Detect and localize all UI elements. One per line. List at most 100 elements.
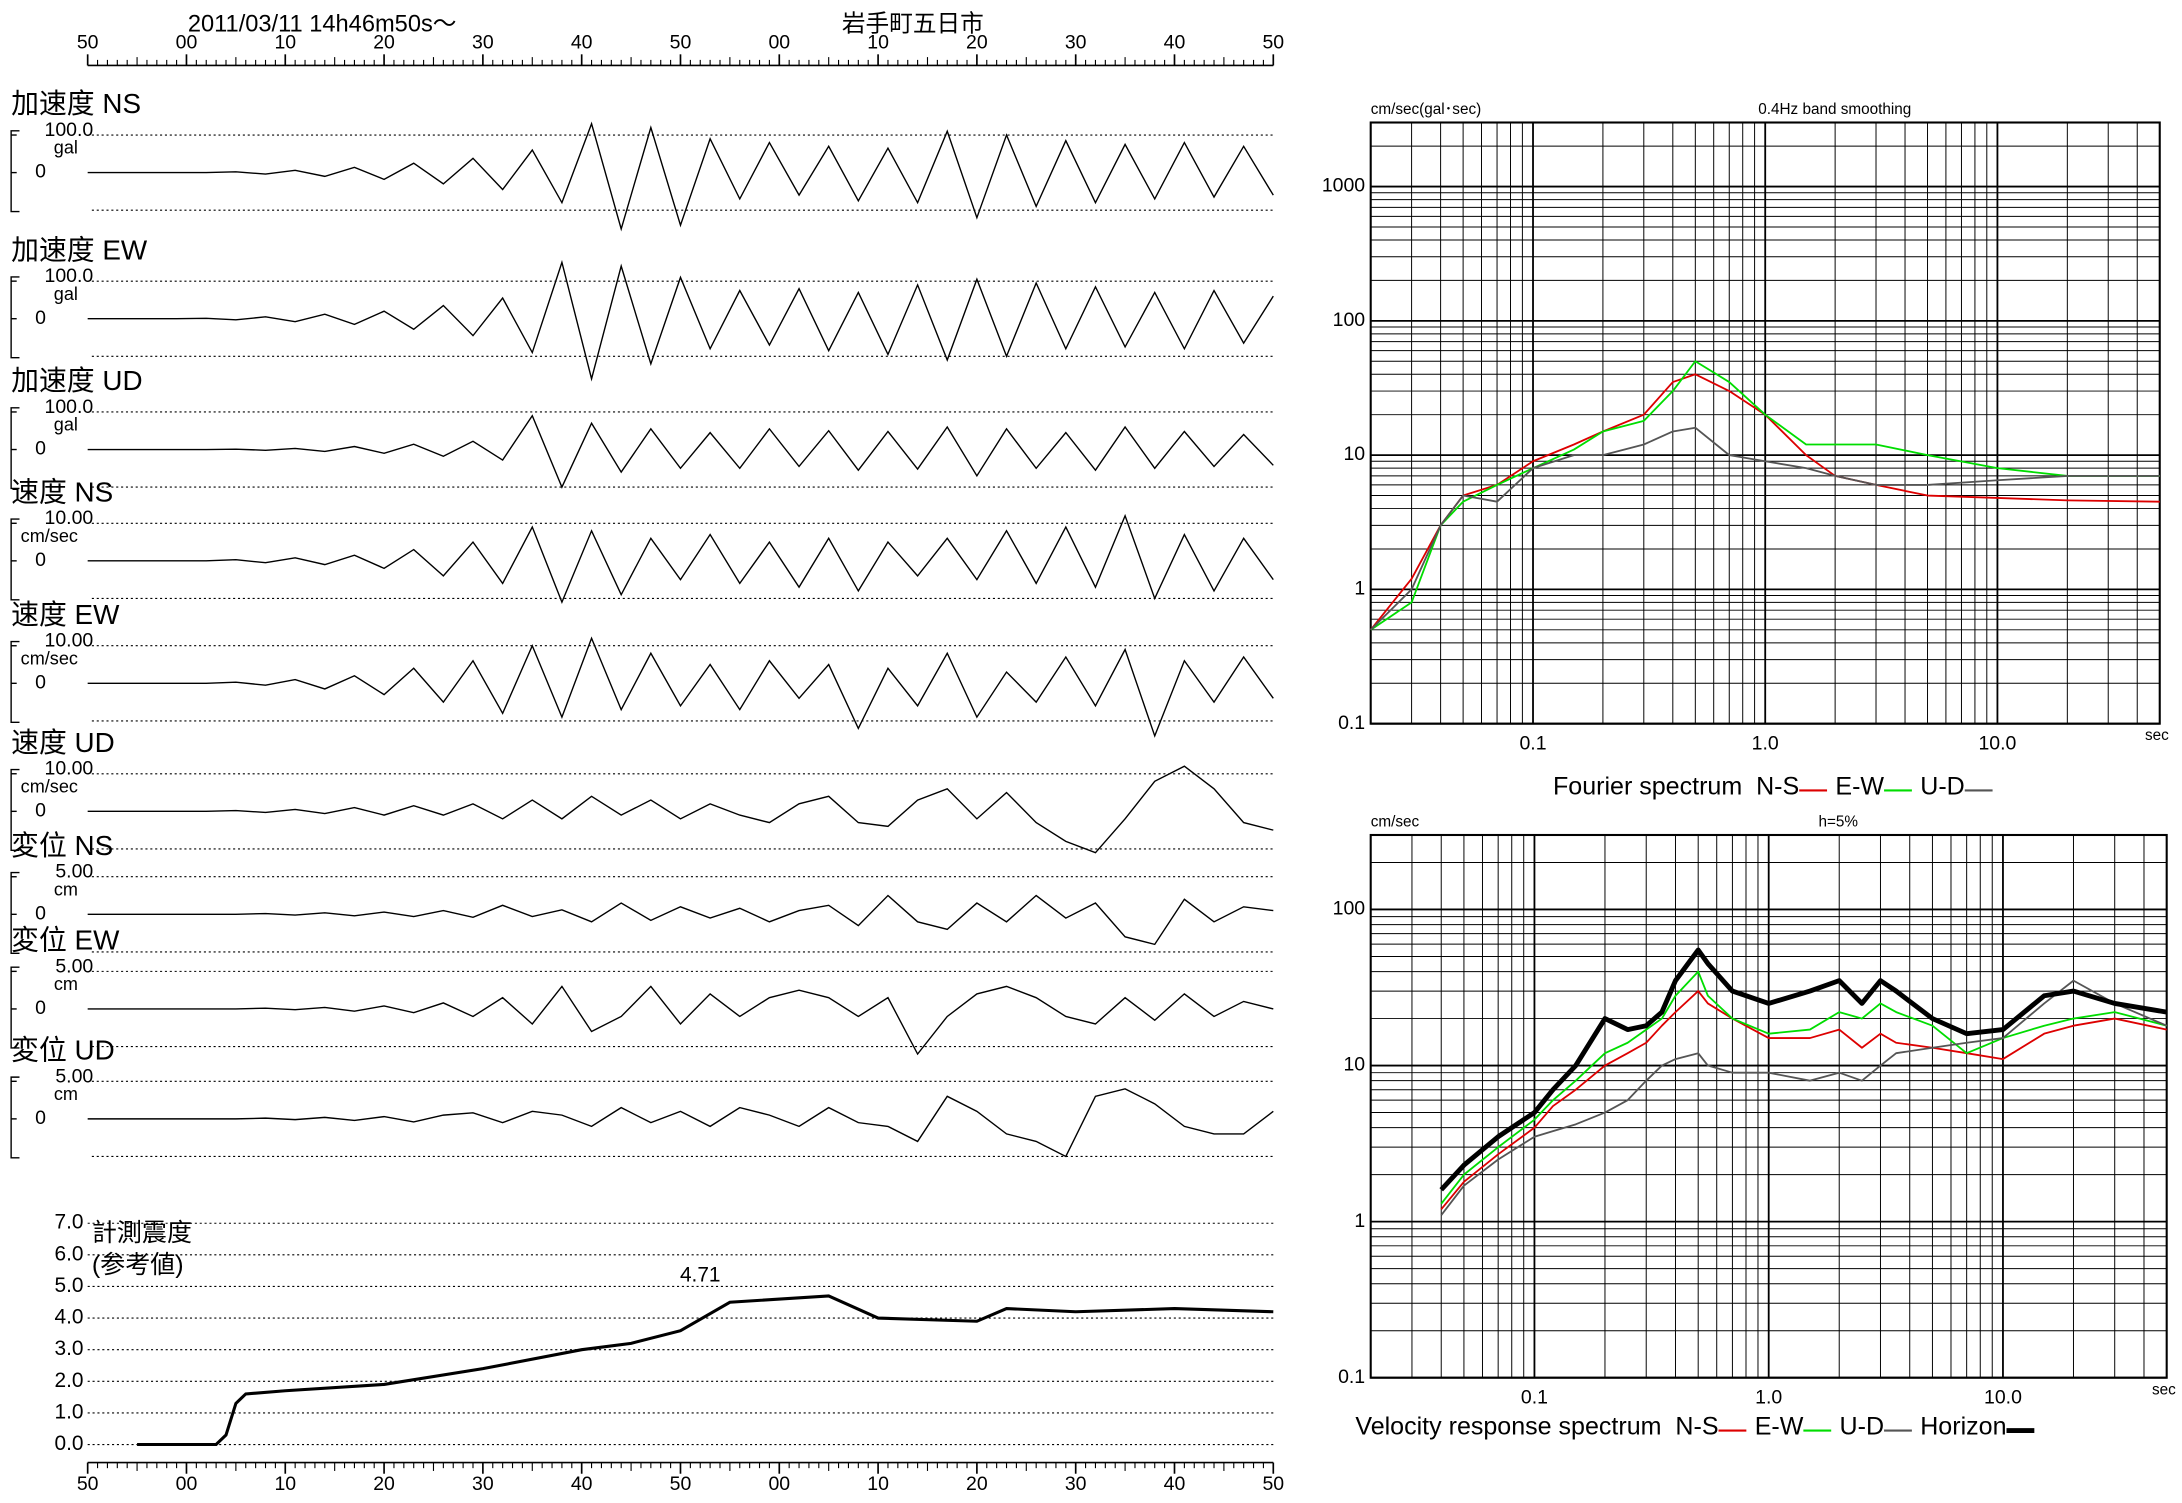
time-tick-label: 10 bbox=[274, 31, 296, 53]
x-tick-label: 1.0 bbox=[1752, 733, 1779, 755]
time-tick-label: 50 bbox=[670, 1473, 692, 1495]
scale-bracket bbox=[10, 518, 20, 601]
time-tick-label: 50 bbox=[1262, 31, 1284, 53]
scale-bracket bbox=[10, 130, 20, 213]
scale-bracket bbox=[10, 871, 20, 954]
unit-label: gal bbox=[54, 284, 78, 304]
record-datetime: 2011/03/11 14h46m50s〜 bbox=[188, 11, 457, 37]
spectrum-line bbox=[1370, 360, 2160, 631]
y-tick-label: 10 bbox=[1343, 443, 1365, 465]
y-tick-label: 0.0 bbox=[54, 1432, 83, 1455]
y-tick-label: 5.00 bbox=[55, 1065, 93, 1087]
chart-title: 計測震度 bbox=[92, 1219, 192, 1247]
waveform bbox=[87, 985, 1274, 1056]
scale-bracket bbox=[10, 640, 20, 723]
waveform bbox=[87, 636, 1274, 738]
y-tick-label: 0 bbox=[35, 438, 46, 460]
x-axis-label: sec bbox=[2145, 727, 2169, 744]
time-tick-label: 00 bbox=[176, 31, 198, 53]
spectrum-line bbox=[1440, 970, 2167, 1205]
panel-title: 変位 UD bbox=[11, 1034, 115, 1065]
time-tick-label: 20 bbox=[966, 31, 988, 53]
legend-label: Horizon bbox=[1920, 1412, 2006, 1440]
unit-label: cm/sec bbox=[21, 648, 78, 668]
time-tick-label: 30 bbox=[472, 31, 494, 53]
legend-label: N-S bbox=[1675, 1412, 1718, 1440]
x-axis-label: sec bbox=[2152, 1381, 2176, 1398]
legend-label: U-D bbox=[1920, 772, 1965, 800]
time-tick-label: 50 bbox=[1262, 1473, 1284, 1495]
panel-title: 加速度 UD bbox=[11, 365, 142, 396]
y-tick-label: 6.0 bbox=[54, 1242, 83, 1265]
y-tick-label: 1 bbox=[1354, 578, 1365, 600]
time-tick-label: 30 bbox=[1065, 1473, 1087, 1495]
y-tick-label: 100.0 bbox=[45, 119, 94, 141]
scale-bracket bbox=[10, 1076, 20, 1159]
legend-title: Velocity response spectrum bbox=[1355, 1412, 1661, 1440]
y-tick-label: 2.0 bbox=[54, 1369, 83, 1392]
time-tick-label: 20 bbox=[373, 1473, 395, 1495]
legend-label: E-W bbox=[1755, 1412, 1804, 1440]
waveform bbox=[87, 513, 1274, 605]
y-tick-label: 1 bbox=[1354, 1210, 1365, 1232]
time-tick-label: 20 bbox=[966, 1473, 988, 1495]
spectrum-line bbox=[1370, 373, 2160, 631]
y-tick-label: 100 bbox=[1333, 309, 1366, 331]
y-tick-label: 0.1 bbox=[1338, 1366, 1365, 1388]
unit-label: cm bbox=[54, 879, 78, 899]
annotation: 4.71 bbox=[680, 1264, 721, 1287]
y-tick-label: 4.0 bbox=[54, 1306, 83, 1329]
plot-frame bbox=[1369, 121, 2161, 725]
y-tick-label: 7.0 bbox=[54, 1211, 83, 1234]
y-tick-label: 10.00 bbox=[45, 630, 94, 652]
y-tick-label: 0 bbox=[35, 161, 46, 183]
waveform bbox=[87, 259, 1274, 382]
unit-label: cm/sec bbox=[21, 526, 78, 546]
y-tick-label: 0 bbox=[35, 549, 46, 571]
time-tick-label: 30 bbox=[472, 1473, 494, 1495]
waveform bbox=[87, 414, 1274, 489]
time-tick-label: 40 bbox=[571, 31, 593, 53]
y-tick-label: 0 bbox=[35, 307, 46, 329]
panel-title: 加速度 EW bbox=[11, 234, 148, 265]
panel-title: 速度 EW bbox=[11, 599, 120, 630]
y-tick-label: 0 bbox=[35, 1107, 46, 1129]
plot-frame bbox=[1369, 833, 2168, 1379]
y-tick-label: 0 bbox=[35, 671, 46, 693]
spectrum-line bbox=[1439, 947, 2168, 1192]
unit-label: gal bbox=[54, 138, 78, 158]
y-tick-label: 0 bbox=[35, 997, 46, 1019]
scale-bracket bbox=[10, 768, 20, 851]
panel-title: 変位 EW bbox=[11, 925, 120, 956]
y-tick-label: 3.0 bbox=[54, 1337, 83, 1360]
spectrum-line bbox=[1370, 426, 2160, 631]
unit-label: gal bbox=[54, 415, 78, 435]
time-tick-label: 50 bbox=[77, 31, 99, 53]
time-tick-label: 20 bbox=[373, 31, 395, 53]
panel-title: 速度 NS bbox=[11, 476, 113, 507]
panel-title: 加速度 NS bbox=[11, 88, 141, 119]
chart-subtitle: (参考値) bbox=[92, 1251, 184, 1279]
time-tick-label: 50 bbox=[77, 1473, 99, 1495]
time-tick-label: 30 bbox=[1065, 31, 1087, 53]
unit-label: cm/sec bbox=[21, 776, 78, 796]
y-tick-label: 100.0 bbox=[45, 265, 94, 287]
y-axis-label: cm/sec(gal･sec) bbox=[1371, 101, 1482, 118]
chart-title: 0.4Hz band smoothing bbox=[1758, 101, 1911, 118]
y-tick-label: 5.00 bbox=[55, 955, 93, 977]
y-axis-label: cm/sec bbox=[1371, 814, 1420, 831]
y-tick-label: 0 bbox=[35, 799, 46, 821]
waveform bbox=[87, 894, 1274, 946]
unit-label: cm bbox=[54, 974, 78, 994]
x-tick-label: 1.0 bbox=[1755, 1387, 1782, 1409]
time-tick-label: 40 bbox=[1164, 31, 1186, 53]
panel-title: 変位 NS bbox=[11, 830, 113, 861]
legend-label: N-S bbox=[1756, 772, 1799, 800]
y-tick-label: 10 bbox=[1343, 1054, 1365, 1076]
legend-label: E-W bbox=[1835, 772, 1884, 800]
time-tick-label: 10 bbox=[867, 31, 889, 53]
y-tick-label: 100 bbox=[1333, 898, 1366, 920]
waveform bbox=[87, 121, 1274, 232]
y-tick-label: 5.0 bbox=[54, 1274, 83, 1297]
